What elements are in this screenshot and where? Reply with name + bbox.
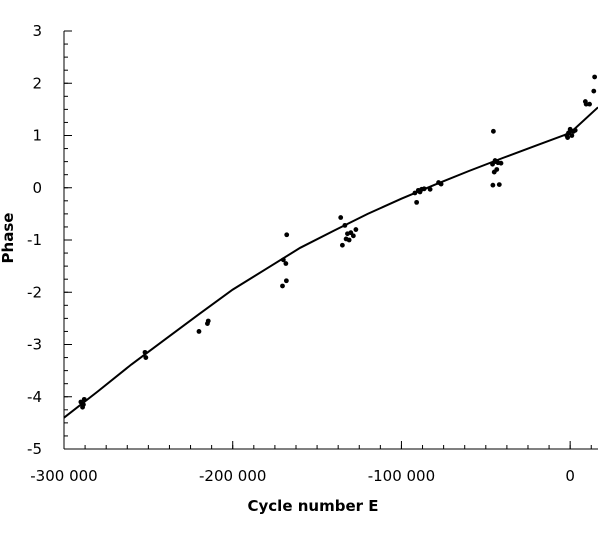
data-point [283,261,289,266]
fit-curve [63,106,598,419]
y-tick-label: 2 [32,74,42,92]
data-point [592,74,598,80]
data-point [339,242,345,248]
data-point [338,215,344,220]
data-point [284,232,290,238]
data-point [583,101,589,107]
y-tick-label: 1 [32,127,42,145]
plot-area [63,74,598,419]
data-point [196,329,202,334]
y-axis-title: Phase [0,213,17,264]
x-tick-label: 0 [565,467,575,485]
x-ticks: -300 000 -200 000 -100 000 0 [30,441,575,485]
y-tick-label: -3 [27,336,42,354]
data-point [490,182,496,188]
data-point [569,133,575,138]
y-tick-label: 0 [32,179,42,197]
data-point [565,135,571,140]
minor-ticks [63,30,592,450]
y-tick-label: 3 [32,22,42,40]
data-point [283,278,289,284]
y-tick-label: -2 [27,283,42,301]
y-tick-label: -4 [27,388,42,406]
y-ticks: -5 -4 -3 -2 -1 0 1 2 3 [27,22,72,458]
x-tick-label: -200 000 [199,467,266,485]
data-point [496,182,502,188]
data-point [490,128,496,134]
data-point [587,101,592,107]
y-tick-label: -1 [27,231,42,249]
data-point [280,283,285,289]
data-point [498,160,504,166]
x-tick-label: -300 000 [30,467,97,485]
data-point [350,233,356,239]
data-point [143,355,149,360]
data-point [205,318,211,324]
data-point [353,227,359,232]
data-point [591,88,597,94]
data-point [414,199,420,205]
y-tick-label: -5 [27,440,42,458]
x-axis-title: Cycle number E [248,497,379,515]
data-point [346,237,352,243]
data-point [494,167,500,172]
x-tick-label: -100 000 [368,467,435,485]
